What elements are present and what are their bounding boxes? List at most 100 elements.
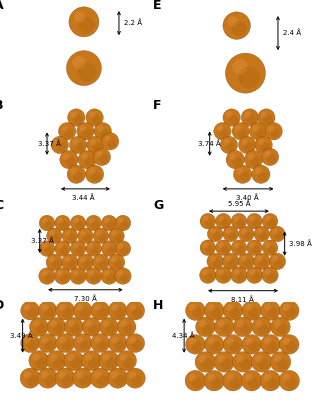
Circle shape (71, 112, 77, 118)
Circle shape (59, 336, 66, 344)
Circle shape (35, 324, 46, 334)
Circle shape (239, 358, 250, 370)
Circle shape (83, 233, 91, 242)
Circle shape (234, 216, 240, 222)
Circle shape (51, 136, 68, 154)
Circle shape (239, 324, 250, 334)
Circle shape (108, 334, 127, 352)
Circle shape (85, 354, 93, 361)
Circle shape (267, 307, 278, 318)
Circle shape (59, 122, 76, 140)
Circle shape (283, 338, 290, 345)
Circle shape (231, 267, 247, 283)
Circle shape (78, 17, 95, 34)
Circle shape (216, 240, 231, 256)
Circle shape (64, 351, 84, 371)
Circle shape (65, 230, 71, 236)
Circle shape (189, 304, 196, 311)
Circle shape (238, 66, 260, 88)
Circle shape (132, 375, 142, 386)
Circle shape (27, 308, 37, 318)
Circle shape (274, 232, 283, 240)
Circle shape (241, 256, 247, 262)
Circle shape (245, 374, 253, 381)
Circle shape (217, 125, 223, 132)
Text: 3.37 Å: 3.37 Å (31, 238, 53, 244)
Circle shape (84, 156, 94, 167)
Circle shape (263, 115, 273, 124)
Circle shape (70, 168, 77, 175)
Circle shape (39, 268, 55, 284)
Circle shape (223, 253, 239, 270)
Circle shape (204, 301, 224, 320)
Circle shape (264, 151, 271, 157)
Circle shape (86, 215, 101, 231)
Text: 3.40 Å: 3.40 Å (236, 194, 259, 201)
Circle shape (66, 51, 101, 86)
Circle shape (85, 320, 92, 328)
Circle shape (59, 371, 66, 379)
Circle shape (44, 340, 54, 350)
Circle shape (73, 115, 83, 124)
Circle shape (104, 135, 111, 142)
Circle shape (100, 318, 118, 336)
Circle shape (265, 216, 271, 222)
Circle shape (253, 253, 270, 270)
Circle shape (111, 256, 117, 263)
Circle shape (80, 256, 86, 263)
Text: 2.4 Å: 2.4 Å (283, 30, 301, 36)
Circle shape (265, 242, 271, 248)
Circle shape (203, 269, 209, 276)
Text: 8.11 Å: 8.11 Å (231, 296, 254, 303)
Circle shape (202, 324, 212, 334)
Circle shape (44, 220, 53, 229)
Circle shape (47, 318, 66, 336)
Circle shape (91, 246, 99, 255)
Text: 4.34 Å: 4.34 Å (172, 332, 194, 339)
Circle shape (214, 122, 231, 140)
Circle shape (252, 272, 260, 282)
Circle shape (91, 171, 101, 181)
Circle shape (226, 112, 232, 118)
Circle shape (258, 171, 267, 181)
Circle shape (78, 150, 96, 169)
Circle shape (88, 270, 94, 276)
Circle shape (185, 370, 206, 391)
Circle shape (228, 259, 237, 268)
Circle shape (202, 358, 213, 370)
Circle shape (39, 215, 55, 231)
Circle shape (115, 241, 131, 256)
Circle shape (218, 216, 224, 222)
Circle shape (70, 268, 86, 284)
Circle shape (231, 214, 247, 229)
Text: 3.49 Å: 3.49 Å (10, 332, 33, 339)
Circle shape (62, 340, 72, 350)
Circle shape (195, 352, 216, 372)
Circle shape (204, 370, 225, 391)
Circle shape (123, 324, 133, 334)
Text: 3.44 Å: 3.44 Å (72, 194, 95, 201)
Circle shape (24, 371, 31, 379)
Circle shape (279, 370, 300, 391)
Circle shape (65, 318, 83, 336)
Circle shape (236, 219, 245, 227)
Circle shape (61, 375, 73, 386)
Circle shape (117, 318, 136, 336)
Circle shape (267, 219, 276, 227)
Circle shape (192, 341, 203, 352)
Circle shape (120, 354, 128, 361)
Circle shape (65, 256, 71, 263)
Circle shape (100, 128, 109, 138)
Circle shape (129, 304, 136, 311)
Circle shape (229, 153, 236, 160)
Circle shape (226, 374, 234, 381)
Circle shape (252, 245, 260, 254)
Circle shape (77, 336, 84, 344)
Circle shape (26, 375, 38, 386)
Circle shape (232, 21, 247, 36)
Text: B: B (0, 99, 3, 112)
Circle shape (229, 377, 240, 388)
Circle shape (73, 243, 79, 249)
Circle shape (267, 377, 278, 388)
Circle shape (286, 307, 296, 318)
